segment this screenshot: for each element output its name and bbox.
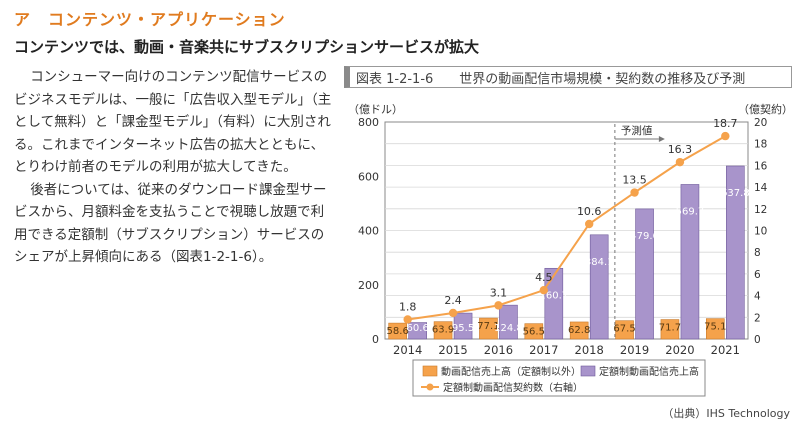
bar-value-label: 124.8 [494, 323, 523, 334]
x-tick-label: 2016 [484, 343, 513, 357]
legend-box [412, 359, 706, 397]
bar-value-label: 56.5 [523, 327, 545, 338]
line-value-label: 2.4 [444, 294, 462, 307]
bar-value-label: 479.6 [630, 231, 659, 242]
legend-label: 定額制動画配信契約数（右軸） [443, 381, 583, 394]
line-value-label: 18.7 [713, 117, 738, 130]
bar-subscription-sales [408, 322, 427, 340]
bar-value-label: 77.1 [477, 321, 499, 332]
line-point [630, 188, 639, 197]
y2-tick-label: 6 [754, 269, 761, 281]
legend-swatch [422, 365, 438, 377]
line-value-label: 16.3 [668, 143, 693, 156]
paragraph-1: コンシューマー向けのコンテンツ配信サービスのビジネスモデルは、一般に「広告収入型… [14, 69, 332, 175]
bar-value-label: 58.6 [387, 326, 409, 337]
bar-nonsubscription-sales [524, 323, 544, 340]
bar-subscription-sales [635, 208, 654, 340]
y-tick-label: 0 [372, 333, 379, 346]
bar-value-label: 569.7 [676, 206, 705, 217]
bar-value-label: 260.7 [539, 290, 568, 301]
legend-label: 定額制動画配信売上高 [599, 365, 699, 378]
bar-subscription-sales [453, 312, 473, 340]
line-point [584, 219, 594, 229]
forecast-label: 予測値 [621, 124, 653, 137]
legend-swatch [580, 365, 596, 377]
y2-tick-label: 14 [754, 182, 768, 194]
forecast-arrow-head [658, 136, 665, 142]
x-tick-label: 2014 [393, 343, 422, 357]
bar-value-label: 95.5 [452, 323, 474, 334]
bar-subscription-sales [589, 234, 609, 340]
bar-nonsubscription-sales [660, 319, 680, 340]
bar-value-label: 75.1 [704, 322, 726, 333]
line-value-label: 4.5 [535, 271, 553, 284]
x-tick-label: 2015 [438, 343, 467, 357]
line-value-label: 13.5 [622, 174, 647, 187]
bar-nonsubscription-sales [569, 321, 589, 340]
line-point [539, 285, 549, 295]
bar-value-label: 67.5 [613, 324, 635, 335]
x-tick-label: 2017 [529, 343, 558, 357]
x-tick-label: 2020 [665, 343, 694, 357]
bar-value-label: 71.7 [659, 323, 681, 334]
line-value-label: 10.6 [577, 205, 602, 218]
bar-value-label: 60.6 [407, 323, 429, 334]
line-point [721, 131, 730, 141]
y2-tick-label: 18 [754, 139, 767, 151]
line-subscriptions [407, 135, 726, 321]
legend-dot-marker [426, 383, 434, 391]
y-axis-label: （億ドル） [348, 103, 403, 116]
bar-value-label: 62.8 [568, 325, 590, 336]
legend-label: 動画配信売上高（定額制以外） [441, 365, 581, 378]
paragraph-2: 後者については、従来のダウンロード課金型サービスから、月額料金を支払うことで視聴… [14, 181, 327, 266]
x-tick-label: 2018 [575, 343, 604, 357]
bar-value-label: 637.8 [721, 188, 750, 199]
section-heading: ア コンテンツ・アプリケーション [14, 10, 286, 29]
y-tick-label: 400 [358, 225, 379, 238]
body-text: コンシューマー向けのコンテンツ配信サービスのビジネスモデルは、一般に「広告収入型… [14, 66, 336, 269]
y2-tick-label: 8 [754, 247, 761, 259]
figure-title-bar [344, 66, 792, 88]
bar-nonsubscription-sales [615, 320, 634, 340]
bar-nonsubscription-sales [479, 317, 498, 340]
bar-subscription-sales [544, 267, 564, 340]
bar-nonsubscription-sales [433, 321, 453, 340]
line-point [675, 157, 685, 167]
y-tick-label: 600 [358, 170, 379, 183]
sub-heading: コンテンツでは、動画・音楽共にサブスクリプションサービスが拡大 [14, 38, 480, 56]
bar-value-label: 63.9 [432, 325, 454, 336]
bar-subscription-sales [680, 184, 700, 340]
line-value-label: 3.1 [490, 286, 508, 299]
y2-axis-label: （億契約） [738, 102, 793, 116]
y2-tick-label: 2 [754, 312, 761, 324]
source-note: （出典）IHS Technology [662, 407, 790, 420]
y2-tick-label: 12 [754, 204, 767, 216]
y2-tick-label: 10 [754, 226, 767, 238]
x-tick-label: 2021 [711, 343, 740, 357]
y-tick-label: 200 [358, 279, 379, 292]
y2-tick-label: 16 [754, 160, 768, 172]
y-tick-label: 800 [358, 116, 379, 129]
bar-value-label: 384.1 [585, 257, 614, 268]
bar-subscription-sales [726, 165, 745, 340]
figure-title: 図表 1-2-1-6 世界の動画配信市場規模・契約数の推移及び予測 [356, 72, 746, 87]
y2-tick-label: 0 [754, 334, 761, 346]
line-point [403, 315, 412, 324]
line-point [448, 308, 458, 318]
line-value-label: 1.8 [399, 300, 417, 313]
y2-tick-label: 4 [754, 291, 761, 303]
y2-tick-label: 20 [754, 117, 767, 129]
line-point [494, 301, 503, 310]
x-tick-label: 2019 [620, 343, 649, 357]
bar-subscription-sales [499, 304, 518, 340]
bar-nonsubscription-sales [388, 322, 407, 340]
bar-nonsubscription-sales [706, 318, 725, 340]
